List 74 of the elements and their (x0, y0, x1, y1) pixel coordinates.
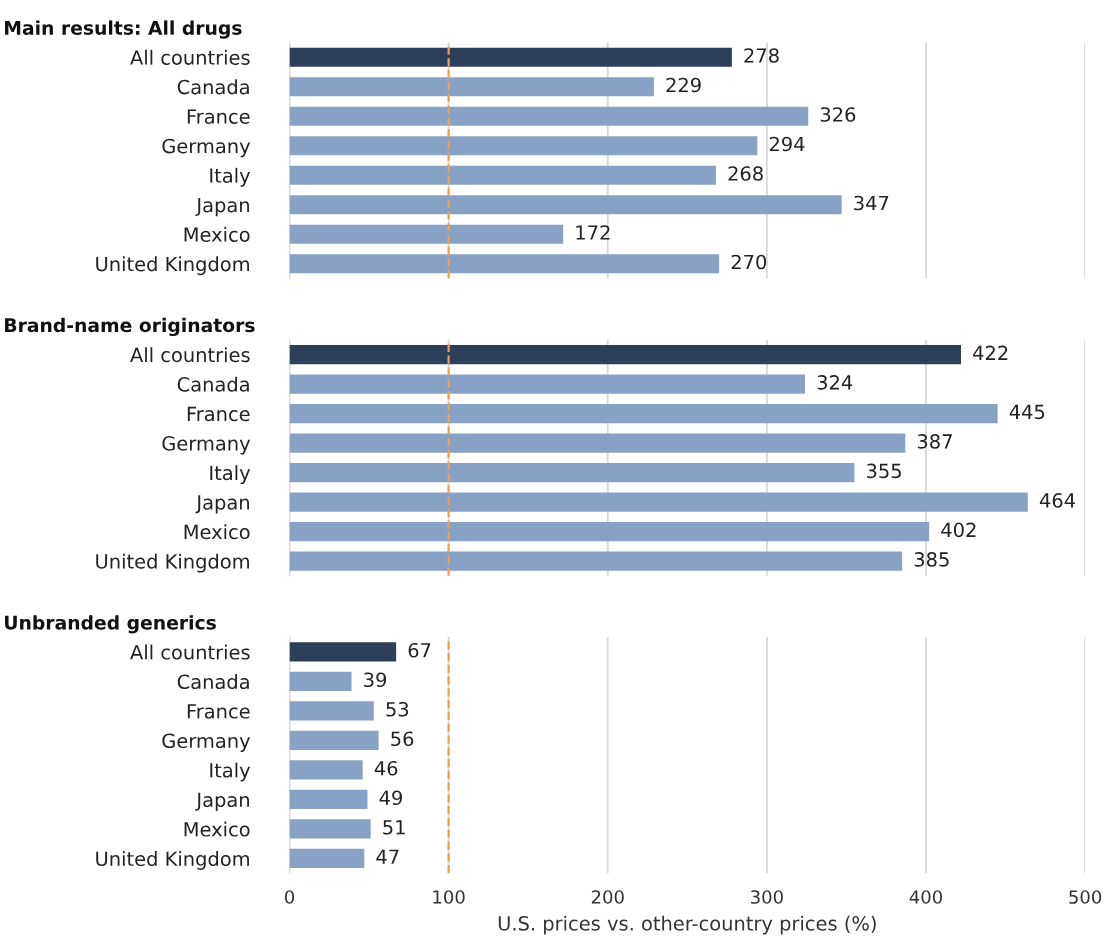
bar (289, 345, 961, 365)
bar (289, 492, 1028, 512)
data-label: 46 (374, 760, 398, 776)
x-axis-title: U.S. prices vs. other-country prices (%) (498, 915, 876, 935)
y-tick-label: All countries (130, 347, 250, 363)
y-tick-label: Germany (162, 436, 251, 455)
data-label: 53 (386, 701, 409, 717)
text: Unbranded generics (5, 615, 216, 634)
data-label: 422 (973, 345, 1008, 360)
bar (289, 224, 564, 244)
text: Brand-name originators (5, 317, 255, 337)
data-label: 464 (1039, 493, 1075, 508)
y-tick-label: Italy (210, 762, 251, 782)
y-tick-label: United Kingdom (96, 256, 249, 276)
bar (289, 77, 654, 97)
data-label: 278 (744, 48, 779, 63)
y-tick-label: Mexico (184, 524, 250, 540)
y-tick-label: Italy (210, 465, 251, 485)
x-tick-label: 100 (433, 890, 465, 904)
data-label: 324 (817, 375, 853, 390)
data-label: 268 (728, 166, 763, 181)
data-label: 385 (914, 552, 949, 567)
y-tick-label: France (187, 704, 250, 719)
y-tick-label: Canada (177, 79, 249, 95)
x-tick-label: 400 (909, 890, 943, 904)
y-tick-label: Germany (162, 733, 251, 752)
data-label: 49 (379, 790, 402, 806)
x-tick-label: 0 (284, 890, 295, 904)
y-tick-label: France (187, 109, 250, 124)
y-tick-label: Japan (195, 792, 249, 811)
text: Main results: All drugs (5, 20, 242, 39)
bar (289, 136, 758, 156)
y-tick-label: All countries (130, 49, 250, 65)
bar (289, 404, 998, 424)
y-tick-label: Japan (195, 495, 249, 514)
bar (289, 254, 720, 274)
data-label: 347 (854, 195, 889, 211)
data-label: 294 (769, 136, 805, 152)
y-tick-label: Japan (195, 197, 249, 217)
y-tick-label: Mexico (184, 226, 250, 242)
data-label: 229 (666, 77, 701, 93)
bar (289, 165, 716, 185)
bar (289, 433, 906, 453)
y-tick-label: United Kingdom (96, 851, 249, 870)
data-label: 51 (383, 820, 405, 835)
data-label: 67 (408, 642, 431, 658)
data-label: 387 (917, 434, 952, 449)
bar (289, 106, 809, 126)
x-tick-label: 200 (591, 890, 624, 904)
data-label: 402 (941, 522, 976, 538)
data-label: 172 (576, 225, 610, 240)
data-label: 270 (731, 254, 767, 270)
y-tick-label: All countries (130, 644, 250, 660)
bar (289, 195, 842, 215)
data-label: 445 (1009, 404, 1045, 420)
y-tick-label: France (187, 406, 250, 422)
bar (289, 47, 732, 67)
y-tick-label: Canada (177, 674, 249, 690)
y-tick-label: Mexico (184, 821, 250, 837)
y-tick-label: Italy (210, 167, 251, 187)
data-label: 326 (820, 107, 856, 122)
bar (289, 522, 930, 542)
x-tick-label: 500 (1069, 890, 1102, 904)
bar (289, 374, 806, 394)
y-tick-label: Germany (162, 138, 251, 158)
bar (289, 463, 855, 483)
data-label: 47 (376, 849, 399, 864)
y-tick-label: United Kingdom (96, 553, 249, 573)
data-label: 355 (866, 463, 901, 479)
x-tick-label: 300 (751, 890, 783, 904)
data-label: 39 (364, 672, 387, 688)
y-tick-label: Canada (177, 376, 249, 392)
data-label: 56 (391, 731, 414, 747)
bar (289, 551, 903, 571)
